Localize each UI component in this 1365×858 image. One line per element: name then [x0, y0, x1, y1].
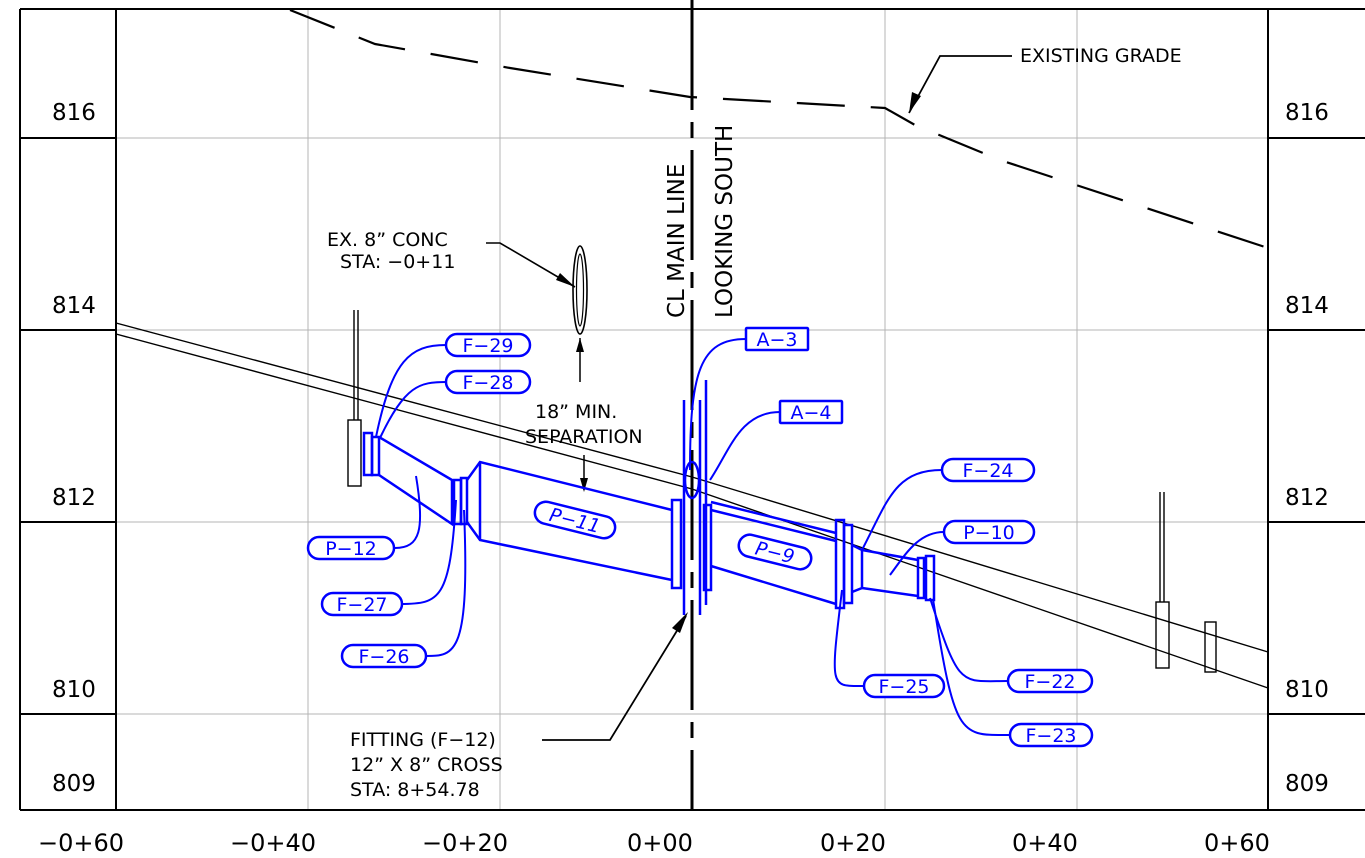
ex-conc-leader — [486, 242, 576, 288]
tag-a3-label: A−3 — [756, 329, 797, 351]
tag-leaders — [375, 338, 1011, 737]
looking-south-label: LOOKING SOUTH — [712, 125, 738, 318]
fitting-label-line3: STA: 8+54.78 — [350, 779, 480, 801]
tag-f28-label: F−28 — [462, 372, 513, 394]
tag-p12[interactable]: P−12 — [306, 535, 396, 561]
tag-a3[interactable]: A−3 — [744, 326, 810, 352]
elevation-label-left-809: 809 — [52, 771, 96, 797]
tag-f28[interactable]: F−28 — [444, 369, 532, 395]
left-hydrant-riser — [347, 310, 362, 487]
tag-f22-label: F−22 — [1024, 671, 1075, 693]
tag-f27[interactable]: F−27 — [320, 591, 404, 617]
main-line-pipe — [115, 322, 1269, 689]
station-label-20: 0+20 — [820, 829, 886, 857]
elevation-label-right-816: 816 — [1285, 100, 1329, 126]
tag-f24-label: F−24 — [962, 460, 1013, 482]
right-hydrant-riser — [1155, 492, 1217, 673]
proposed-pipe-work — [362, 380, 936, 615]
elevation-label-right-812: 812 — [1285, 485, 1329, 511]
elevation-label-left-810: 810 — [52, 677, 96, 703]
existing-grade-label: EXISTING GRADE — [1020, 45, 1182, 67]
tag-f27-label: F−27 — [336, 594, 387, 616]
tag-f29-label: F−29 — [462, 335, 513, 357]
fitting-leader — [542, 615, 687, 741]
tag-p9[interactable]: P−9 — [736, 532, 813, 572]
station-label-neg-60: −0+60 — [38, 829, 124, 857]
tag-p11[interactable]: P−11 — [532, 499, 617, 541]
tag-p11-label: P−11 — [547, 504, 602, 538]
ex-conc-label-line2: STA: −0+11 — [340, 251, 455, 273]
elevation-label-left-812: 812 — [52, 485, 96, 511]
separation-arrowhead-down — [580, 478, 588, 492]
station-label-60: 0+60 — [1204, 829, 1270, 857]
tag-p10-label: P−10 — [963, 522, 1015, 544]
elevation-label-right-810: 810 — [1285, 677, 1329, 703]
separation-arrowhead-up — [576, 338, 584, 352]
tag-f25-label: F−25 — [878, 676, 929, 698]
existing-grade-line — [289, 8, 1269, 250]
ex-conc-label-line1: EX. 8” CONC — [327, 229, 448, 251]
station-label-0: 0+00 — [627, 829, 693, 857]
tag-f23-label: F−23 — [1025, 725, 1076, 747]
elevation-label-left-814: 814 — [52, 293, 96, 319]
existing-conc-pipe — [572, 245, 588, 335]
existing-grade-arrowhead — [909, 92, 921, 113]
separation-label-line2: SEPARATION — [525, 426, 643, 448]
tag-p10[interactable]: P−10 — [942, 519, 1036, 545]
tag-a4-label: A−4 — [790, 402, 831, 424]
tag-f26-label: F−26 — [358, 646, 409, 668]
tag-f29[interactable]: F−29 — [444, 332, 532, 358]
tag-a4[interactable]: A−4 — [778, 399, 844, 425]
station-label-40: 0+40 — [1012, 829, 1078, 857]
tag-f24[interactable]: F−24 — [940, 457, 1036, 483]
tag-f22[interactable]: F−22 — [1006, 668, 1094, 694]
tag-p12-label: P−12 — [325, 538, 377, 560]
fitting-label-line1: FITTING (F−12) — [350, 729, 496, 751]
drawing-frame — [19, 8, 1365, 811]
existing-grade-leader — [908, 55, 1012, 114]
fitting-arrowhead — [672, 612, 688, 633]
tag-p9-label: P−9 — [753, 538, 797, 569]
station-label-neg-40: −0+40 — [230, 829, 316, 857]
fitting-label-line2: 12” X 8” CROSS — [350, 754, 503, 776]
elevation-label-left-816: 816 — [52, 100, 96, 126]
elevation-label-right-814: 814 — [1285, 293, 1329, 319]
tag-f26[interactable]: F−26 — [340, 643, 428, 669]
station-label-neg-20: −0+20 — [422, 829, 508, 857]
separation-label-line1: 18” MIN. — [535, 401, 617, 423]
grid-lines — [20, 10, 1268, 810]
cl-main-line-label: CL MAIN LINE — [664, 164, 690, 318]
tag-f23[interactable]: F−23 — [1008, 722, 1094, 748]
ex-conc-arrowhead — [556, 273, 575, 287]
tag-f25[interactable]: F−25 — [862, 673, 946, 699]
elevation-label-right-809: 809 — [1285, 771, 1329, 797]
